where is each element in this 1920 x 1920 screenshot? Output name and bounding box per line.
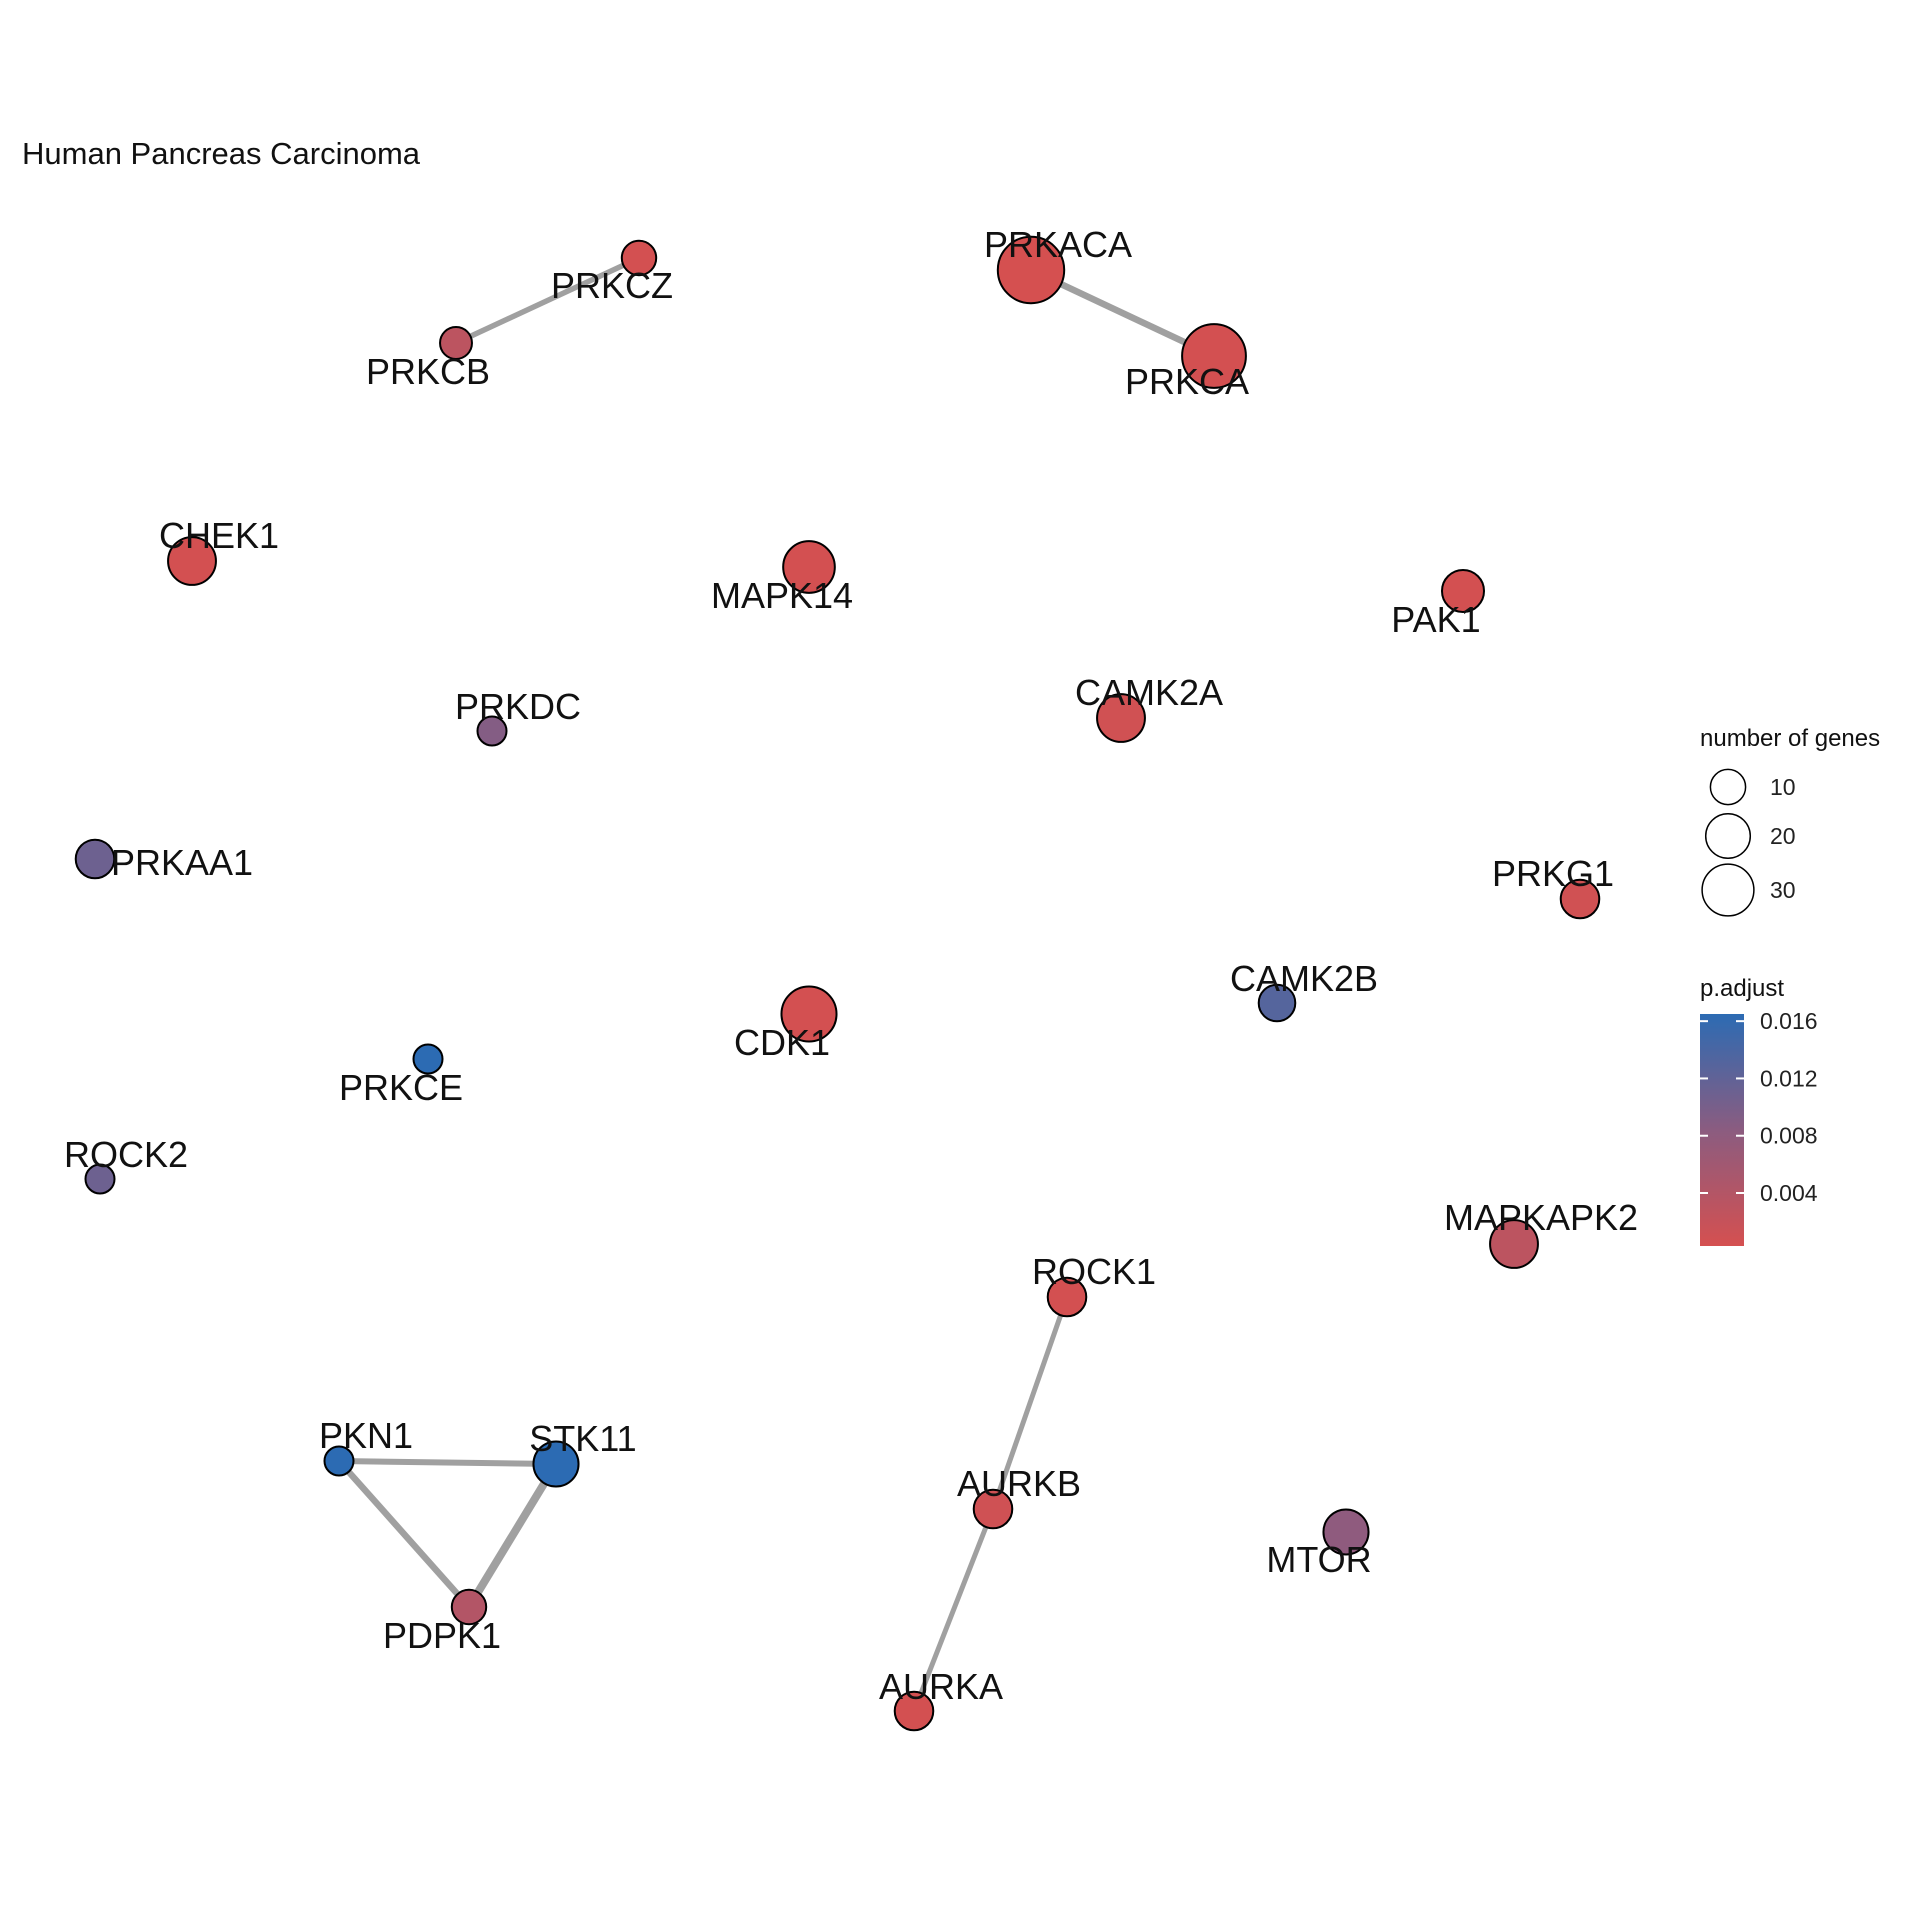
node-prkcb[interactable] [439,326,473,360]
node-pak1[interactable] [1440,568,1486,614]
size-legend: 10 20 30 [1701,768,1796,917]
node-prkcz[interactable] [620,239,658,277]
size-legend-circle-20 [1704,812,1752,860]
node-label-prkce: PRKCE [339,1067,463,1108]
edge-stk11-pdpk1 [465,1461,560,1610]
node-label-prkcb: PRKCB [366,351,490,392]
node-label-pak1: PAK1 [1391,599,1480,640]
size-legend-label-10: 10 [1770,774,1796,800]
node-label-mapkapk2: MAPKAPK2 [1444,1197,1638,1238]
node-prkdc[interactable] [476,715,508,747]
node-pkn1[interactable] [323,1445,355,1477]
node-label-rock1: ROCK1 [1032,1251,1156,1292]
node-labels: PRKCZ PRKCB PRKACA PRKCA CHEK1 MAPK14 PAK1 CAMK… [64,224,1638,1707]
node-prkaa1[interactable] [74,838,116,880]
node-label-pdpk1: PDPK1 [383,1615,501,1656]
node-prkca[interactable] [1181,323,1247,389]
legend-size-title: number of genes [1700,725,1880,752]
size-legend-circle-10 [1709,768,1747,806]
node-label-stk11: STK11 [529,1418,636,1459]
size-legend-circle-30 [1701,863,1755,917]
node-mapkapk2[interactable] [1489,1219,1539,1269]
node-prkce[interactable] [412,1043,444,1075]
node-pdpk1[interactable] [450,1588,488,1626]
node-label-prkcz: PRKCZ [551,265,673,306]
node-label-chek1: CHEK1 [159,515,279,556]
node-label-aurka: AURKA [879,1666,1003,1707]
node-mtor[interactable] [1322,1508,1370,1556]
plot-title: Human Pancreas Carcinoma [22,136,421,171]
color-legend-ticks: 0.016 0.012 0.008 0.004 [1700,1008,1818,1206]
node-label-aurkb: AURKB [957,1463,1081,1504]
color-tick-label-1: 0.012 [1760,1065,1818,1091]
node-chek1[interactable] [167,536,217,586]
edge-prkcb-prkcz [454,255,641,346]
node-rock1[interactable] [1046,1276,1088,1318]
node-label-prkca: PRKCA [1125,361,1249,402]
edge-rock1-aurkb [990,1296,1070,1510]
edge-pkn1-pdpk1 [336,1458,472,1610]
node-prkg1[interactable] [1559,878,1601,920]
node-label-prkaa1: PRKAA1 [111,842,253,883]
color-tick-label-3: 0.004 [1760,1180,1818,1206]
size-legend-label-30: 30 [1770,877,1796,903]
legend-color-title: p.adjust [1700,975,1784,1002]
node-mapk14[interactable] [782,540,836,594]
node-aurka[interactable] [893,1690,935,1732]
node-label-prkdc: PRKDC [455,686,581,727]
size-legend-label-20: 20 [1770,823,1796,849]
node-label-pkn1: PKN1 [319,1415,413,1456]
nodes [74,235,1601,1732]
node-label-camk2b: CAMK2B [1230,958,1378,999]
edge-aurkb-aurka [911,1508,996,1712]
edge-pkn1-stk11 [338,1458,557,1467]
node-label-mapk14: MAPK14 [711,575,853,616]
color-tick-label-2: 0.008 [1760,1123,1818,1149]
node-stk11[interactable] [532,1440,580,1488]
node-aurkb[interactable] [972,1488,1014,1530]
node-label-prkaca: PRKACA [984,224,1132,265]
node-cdk1[interactable] [780,985,838,1043]
node-camk2b[interactable] [1257,983,1297,1023]
node-label-mtor: MTOR [1266,1539,1371,1580]
color-bar [1700,1014,1744,1246]
node-label-rock2: ROCK2 [64,1134,188,1175]
node-label-camk2a: CAMK2A [1075,672,1223,713]
color-tick-label-0: 0.016 [1760,1008,1818,1034]
node-camk2a[interactable] [1096,693,1146,743]
node-rock2[interactable] [84,1163,116,1195]
edges [336,255,1216,1712]
node-label-prkg1: PRKG1 [1492,853,1614,894]
node-label-cdk1: CDK1 [734,1022,830,1063]
node-prkaca[interactable] [996,235,1066,305]
